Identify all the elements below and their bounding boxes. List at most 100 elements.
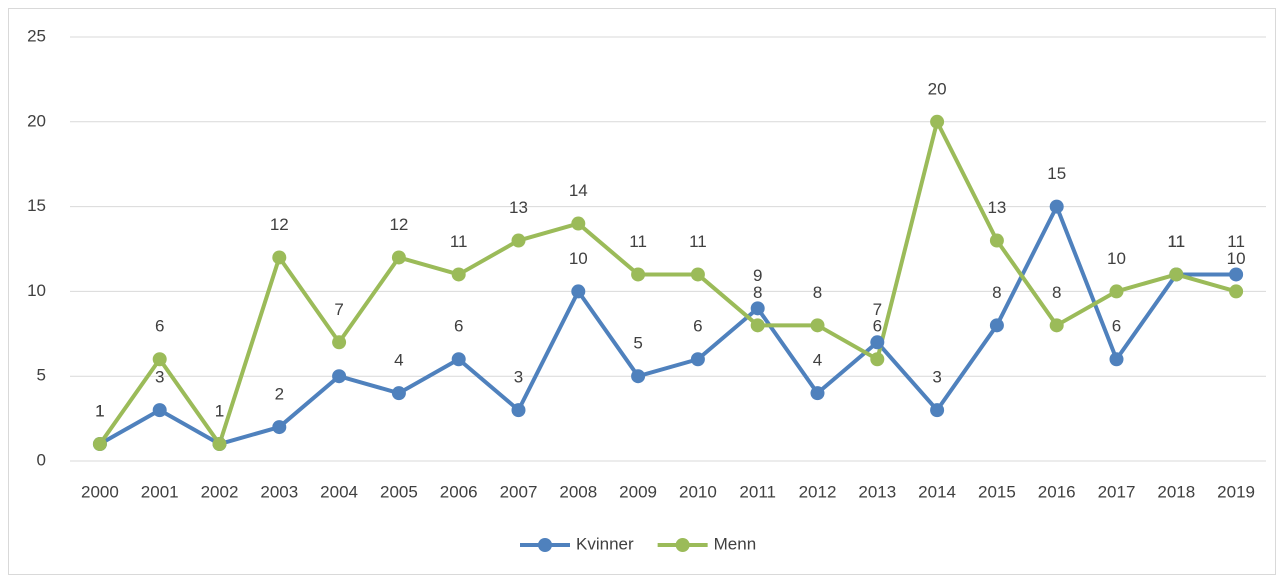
y-tick-label: 25 [27,26,46,45]
data-point [1109,352,1124,367]
data-point [511,233,526,248]
data-label: 11 [689,232,707,251]
data-point [810,386,825,401]
data-label: 13 [509,198,528,217]
x-tick-label: 2013 [858,482,896,501]
data-label: 9 [753,266,762,285]
data-point [272,250,287,265]
data-point [152,403,167,418]
data-point [989,233,1004,248]
data-label: 4 [394,351,403,370]
data-point [92,437,107,452]
data-point [451,267,466,282]
data-point [391,386,406,401]
data-label: 2 [275,385,284,404]
data-point [631,267,646,282]
data-label: 10 [569,249,588,268]
data-point [1229,284,1244,299]
data-label: 11 [1227,232,1245,251]
data-point [750,301,765,316]
data-point [571,216,586,231]
legend-label: Kvinner [576,534,634,553]
data-point [810,318,825,333]
y-tick-label: 15 [27,196,46,215]
data-label: 4 [813,351,822,370]
data-label: 12 [389,215,408,234]
x-tick-label: 2006 [440,482,478,501]
data-label: 14 [569,181,588,200]
data-point [930,114,945,129]
x-tick-label: 2019 [1217,482,1255,501]
data-point [1109,284,1124,299]
data-label: 11 [450,232,468,251]
data-label: 20 [928,79,947,98]
x-tick-label: 2014 [918,482,956,501]
data-label: 1 [215,402,224,421]
data-label: 3 [514,368,523,387]
legend-label: Menn [714,534,757,553]
data-label: 6 [1112,317,1121,336]
y-tick-label: 0 [37,450,46,469]
x-tick-label: 2009 [619,482,657,501]
data-label: 6 [454,317,463,336]
x-tick-label: 2010 [679,482,717,501]
data-point [272,420,287,435]
data-label: 13 [987,198,1006,217]
y-tick-label: 5 [37,366,46,385]
data-label: 5 [633,334,642,353]
data-point [1049,318,1064,333]
data-label: 1 [215,402,224,421]
data-point [1229,267,1244,282]
data-label: 7 [873,300,882,319]
x-tick-label: 2011 [739,482,776,501]
data-label: 6 [873,317,882,336]
legend-marker [675,538,690,552]
x-tick-label: 2018 [1157,482,1195,501]
x-tick-label: 2007 [500,482,538,501]
x-tick-label: 2012 [799,482,837,501]
data-point [332,335,347,350]
data-point [930,403,945,418]
data-label: 8 [1052,283,1061,302]
data-point [511,403,526,418]
data-point [451,352,466,367]
data-label: 8 [992,283,1001,302]
x-tick-label: 2001 [141,482,179,501]
data-label: 10 [1227,249,1246,268]
data-point [571,284,586,299]
data-point [631,369,646,384]
data-point [152,352,167,367]
x-tick-label: 2016 [1038,482,1076,501]
x-tick-label: 2005 [380,482,418,501]
series-line [98,119,1237,447]
data-label: 3 [155,368,164,387]
x-tick-label: 2003 [260,482,298,501]
data-label: 10 [1107,249,1126,268]
data-label: 15 [1047,164,1066,183]
data-point [1169,267,1184,282]
data-label: 12 [270,215,289,234]
x-tick-label: 2008 [559,482,597,501]
x-tick-label: 2004 [320,482,358,501]
data-point [870,352,885,367]
data-label: 1 [95,402,104,421]
data-label: 1 [95,402,104,421]
data-label: 8 [813,283,822,302]
data-point [332,369,347,384]
data-label: 7 [334,300,343,319]
x-tick-label: 2000 [81,482,119,501]
data-point [391,250,406,265]
x-tick-label: 2015 [978,482,1016,501]
data-label: 11 [1167,232,1185,251]
data-point [690,352,705,367]
data-label: 3 [932,368,941,387]
data-label: 11 [1167,232,1185,251]
y-tick-label: 20 [27,111,46,130]
data-point [870,335,885,350]
x-tick-label: 2002 [201,482,239,501]
data-label: 6 [155,317,164,336]
data-label: 8 [753,283,762,302]
data-point [1049,199,1064,214]
